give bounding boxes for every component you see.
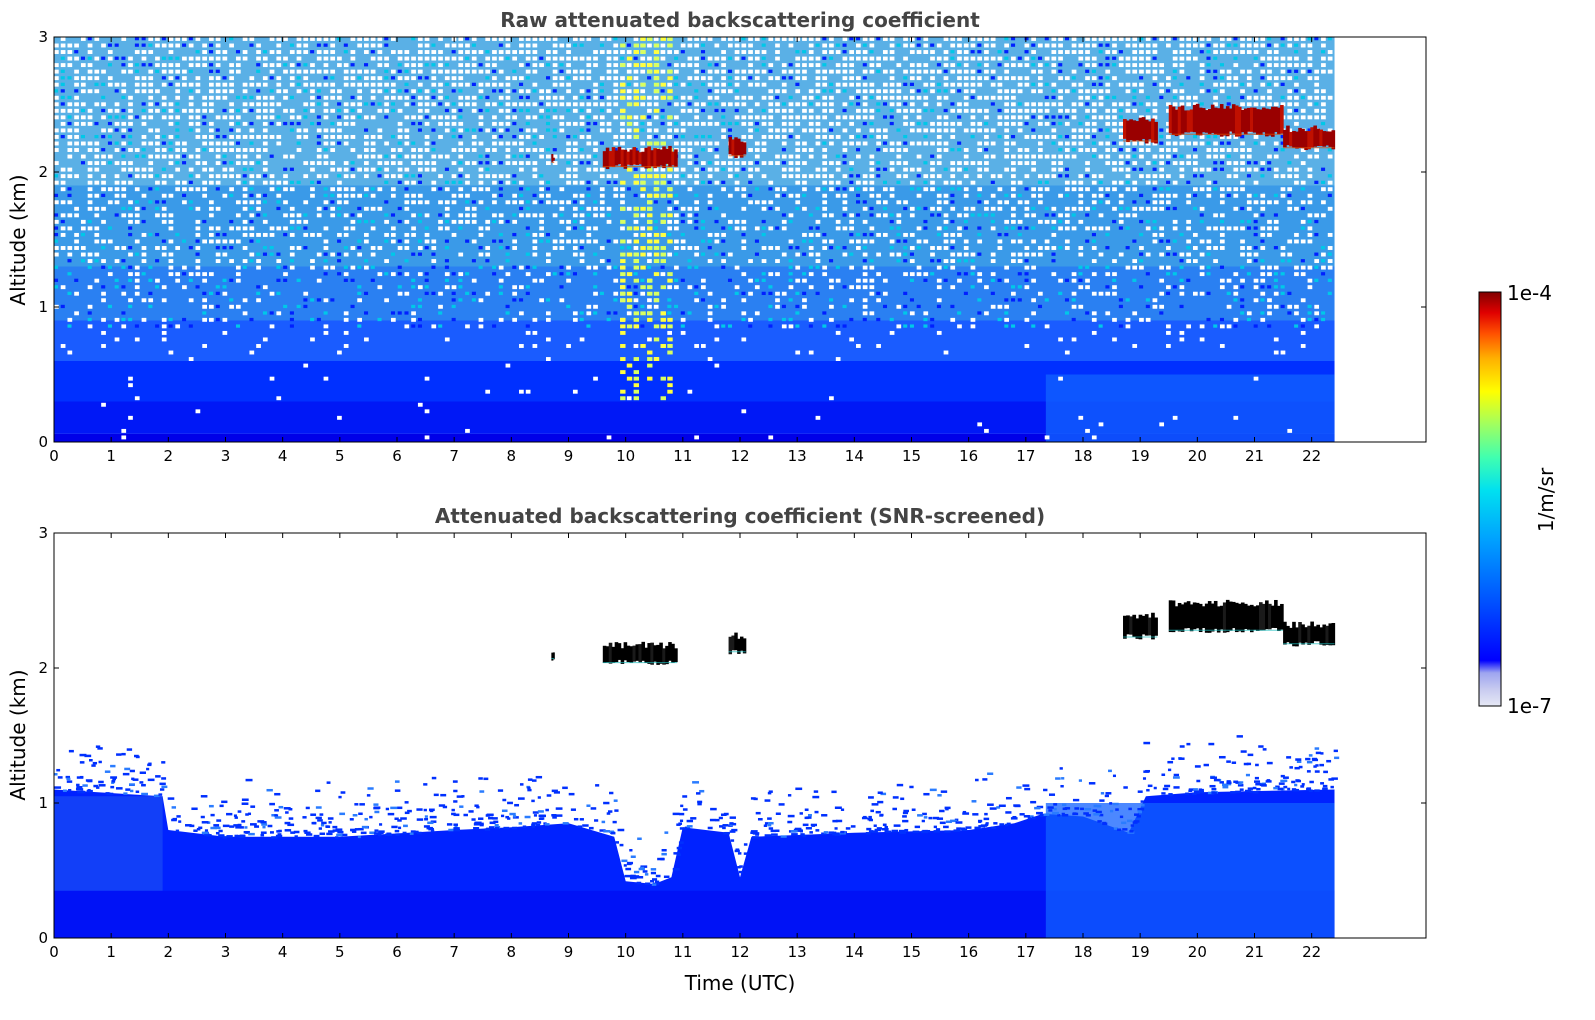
panel-raw: Raw attenuated backscattering coefficien… <box>6 8 1427 465</box>
cloud-layer <box>551 153 555 164</box>
cloud-layer <box>1123 612 1158 640</box>
x-tick-label: 14 <box>845 943 864 961</box>
y-tick-label: 1 <box>38 298 48 316</box>
cloud-layer <box>602 641 678 665</box>
x-tick-label: 12 <box>730 447 749 465</box>
x-tick-label: 11 <box>673 447 692 465</box>
x-tick-label: 4 <box>278 447 288 465</box>
cloud-layer <box>1283 621 1336 647</box>
x-tick-label: 19 <box>1131 943 1150 961</box>
x-tick-label: 4 <box>278 943 288 961</box>
panel-title-raw: Raw attenuated backscattering coefficien… <box>500 8 980 32</box>
colorbar: 1e-4 1e-7 1/m/sr <box>1478 281 1558 718</box>
x-tick-label: 0 <box>49 447 59 465</box>
x-tick-label: 20 <box>1188 447 1207 465</box>
x-tick-label: 1 <box>106 943 116 961</box>
cloud-layer <box>1168 103 1284 137</box>
cloud-layer <box>728 136 747 158</box>
y-axis-label-screened: Altitude (km) <box>6 669 30 800</box>
y-axis-label-raw: Altitude (km) <box>6 174 30 305</box>
x-tick-label: 2 <box>164 943 174 961</box>
x-tick-label: 5 <box>335 943 345 961</box>
cloud-layer <box>551 652 555 661</box>
cloud-layer <box>1168 599 1284 633</box>
x-tick-label: 10 <box>616 447 635 465</box>
heatmap-screened <box>54 599 1340 938</box>
x-tick-label: 5 <box>335 447 345 465</box>
x-tick-label: 16 <box>959 943 978 961</box>
y-tick-label: 2 <box>38 163 48 181</box>
x-tick-label: 17 <box>1016 943 1035 961</box>
x-tick-label: 6 <box>392 447 402 465</box>
y-tick-label: 0 <box>38 929 48 947</box>
heatmap-raw <box>54 37 1336 442</box>
y-tick-label: 3 <box>38 28 48 46</box>
x-tick-label: 20 <box>1188 943 1207 961</box>
x-tick-label: 18 <box>1073 943 1092 961</box>
y-tick-label: 1 <box>38 794 48 812</box>
cloud-layer <box>728 632 747 655</box>
noise-speckle <box>54 37 1333 440</box>
colorbar-min-label: 1e-7 <box>1507 694 1552 718</box>
x-tick-label: 0 <box>49 943 59 961</box>
y-tick-label: 3 <box>38 524 48 542</box>
x-tick-label: 3 <box>221 447 231 465</box>
cloud-layer <box>1123 117 1158 144</box>
x-tick-label: 15 <box>902 447 921 465</box>
x-tick-label: 1 <box>106 447 116 465</box>
colorbar-max-label: 1e-4 <box>1507 281 1552 305</box>
x-tick-label: 12 <box>730 943 749 961</box>
x-tick-label: 8 <box>507 943 517 961</box>
x-tick-label: 9 <box>564 943 574 961</box>
x-tick-label: 13 <box>788 447 807 465</box>
x-tick-label: 19 <box>1131 447 1150 465</box>
cloud-layer <box>1283 125 1336 151</box>
x-tick-label: 10 <box>616 943 635 961</box>
x-tick-label: 8 <box>507 447 517 465</box>
screened-speckle <box>54 735 1340 886</box>
x-tick-label: 7 <box>449 447 459 465</box>
x-tick-label: 6 <box>392 943 402 961</box>
cloud-layer <box>602 145 678 170</box>
x-tick-label: 14 <box>845 447 864 465</box>
x-tick-label: 3 <box>221 943 231 961</box>
colorbar-unit-label: 1/m/sr <box>1534 467 1558 532</box>
x-tick-label: 9 <box>564 447 574 465</box>
x-axis-label: Time (UTC) <box>684 971 796 995</box>
x-tick-label: 7 <box>449 943 459 961</box>
y-tick-label: 2 <box>38 659 48 677</box>
x-tick-label: 11 <box>673 943 692 961</box>
x-tick-label: 22 <box>1302 943 1321 961</box>
x-tick-label: 17 <box>1016 447 1035 465</box>
x-tick-label: 21 <box>1245 447 1264 465</box>
x-tick-label: 18 <box>1073 447 1092 465</box>
panel-title-screened: Attenuated backscattering coefficient (S… <box>435 504 1045 528</box>
x-tick-label: 13 <box>788 943 807 961</box>
colorbar-gradient <box>1478 291 1502 707</box>
x-tick-label: 16 <box>959 447 978 465</box>
x-tick-label: 15 <box>902 943 921 961</box>
x-tick-label: 22 <box>1302 447 1321 465</box>
panel-screened: Attenuated backscattering coefficient (S… <box>6 504 1427 995</box>
x-tick-label: 21 <box>1245 943 1264 961</box>
x-tick-label: 2 <box>164 447 174 465</box>
y-tick-label: 0 <box>38 433 48 451</box>
